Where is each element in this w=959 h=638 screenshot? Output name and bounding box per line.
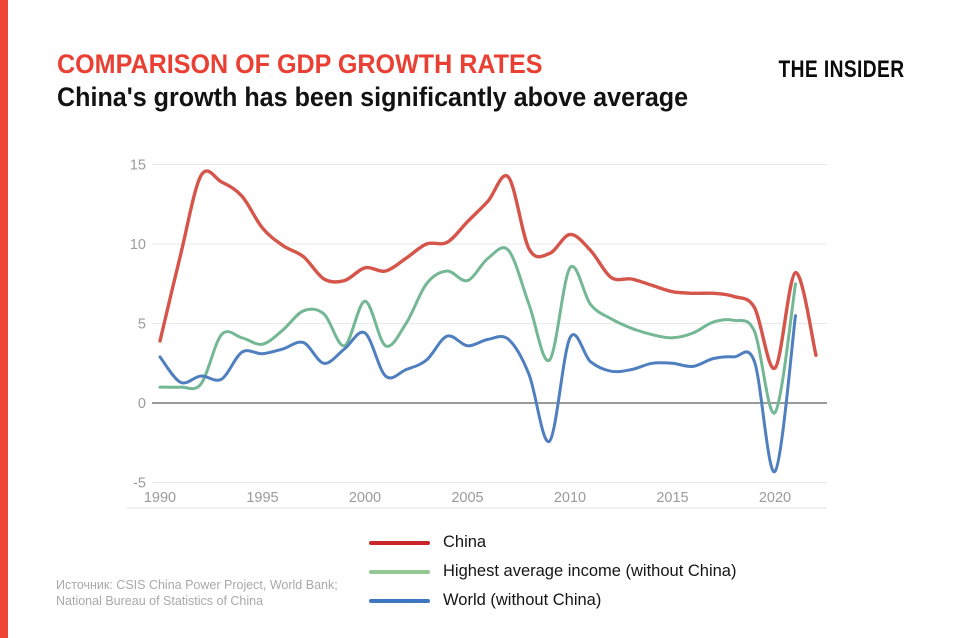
series-line-world-without-china [158,314,797,473]
source-note: Источник: CSIS China Power Project, Worl… [56,577,338,609]
source-note-line1: Источник: CSIS China Power Project, Worl… [56,578,338,592]
legend-item-highest-average-income: Highest average income (without China) [369,557,736,586]
x-tick-label: 2010 [554,490,586,506]
legend-label-world: World (without China) [443,591,602,610]
x-tick-label: 2000 [349,490,381,506]
y-tick-label: 10 [130,237,146,253]
x-tick-label: 2015 [656,490,688,506]
chart-subtitle: China's growth has been significantly ab… [57,82,689,112]
chart-title: COMPARISON OF GDP GROWTH RATES [57,49,543,79]
series-line-china [158,169,818,370]
source-note-line2: National Bureau of Statistics of China [56,594,264,608]
x-tick-label: 2005 [451,490,483,506]
legend-swatch-highest-average-income [369,569,430,574]
x-tick-label: 2020 [759,490,791,506]
legend-label-china: China [443,533,487,552]
legend-swatch-world [369,598,430,603]
y-tick-label: 0 [138,396,146,412]
legend-item-world: World (without China) [369,586,736,615]
legend-swatch-china [369,540,430,545]
x-tick-label: 1990 [144,490,176,506]
legend-item-china: China [369,528,736,557]
y-tick-label: 5 [138,317,146,333]
left-accent-bar [0,0,8,638]
series-line-highest-average-income-without-china [158,246,797,415]
x-tick-label: 1995 [246,490,278,506]
the-insider-logo: THE INSIDER [778,56,905,83]
legend-label-highest-average-income: Highest average income (without China) [443,562,737,581]
y-tick-label: 15 [130,158,146,174]
y-tick-label: -5 [133,476,146,492]
legend: China Highest average income (without Ch… [369,528,736,615]
